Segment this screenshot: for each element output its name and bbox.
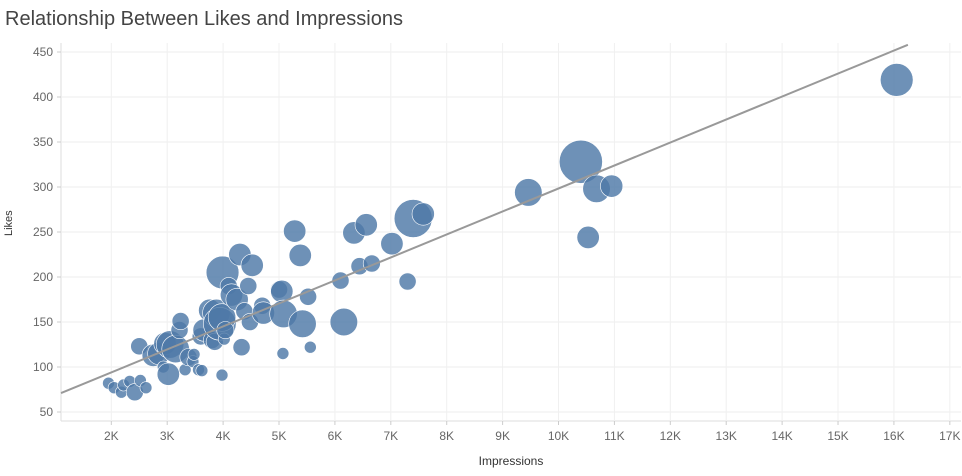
y-tick-label: 400 [33, 90, 53, 104]
x-tick-label: 9K [495, 429, 510, 443]
data-point [411, 202, 435, 226]
trend-line [60, 43, 909, 395]
trend-line-group [60, 43, 909, 395]
y-tick-label: 50 [40, 405, 54, 419]
data-point [880, 63, 914, 97]
x-tick-label: 12K [660, 429, 681, 443]
y-axis-ticks: 50 100 150 200 250 300 350 400 450 [33, 45, 61, 419]
data-point [380, 232, 404, 256]
x-tick-label: 8K [439, 429, 454, 443]
data-point [171, 312, 190, 331]
y-tick-label: 150 [33, 315, 53, 329]
y-tick-label: 450 [33, 45, 53, 59]
data-points [102, 63, 914, 402]
data-point [558, 139, 603, 184]
data-point [240, 253, 264, 277]
x-axis-ticks: 2K 3K 4K 5K 6K 7K 8K 9K 10K 11K 12K 13K 14K 15K 16K 17K [104, 421, 960, 443]
data-point [354, 213, 378, 237]
data-point [398, 272, 417, 291]
data-point [232, 338, 251, 357]
grid-lines [60, 43, 961, 422]
x-tick-label: 17K [939, 429, 960, 443]
y-tick-label: 300 [33, 180, 53, 194]
x-tick-label: 3K [160, 429, 175, 443]
data-point [276, 347, 290, 360]
data-point [139, 381, 153, 395]
x-axis-label: Impressions [478, 454, 544, 468]
data-point [156, 362, 180, 386]
chart-title: Relationship Between Likes and Impressio… [5, 8, 403, 30]
x-tick-label: 14K [771, 429, 792, 443]
x-tick-label: 11K [604, 429, 624, 443]
y-tick-label: 100 [33, 360, 53, 374]
data-point [187, 348, 201, 361]
data-point [239, 277, 258, 295]
y-tick-label: 350 [33, 135, 53, 149]
x-tick-label: 4K [216, 429, 231, 443]
x-tick-label: 10K [548, 429, 569, 443]
data-point [329, 307, 358, 337]
data-point [288, 309, 317, 338]
x-tick-label: 15K [827, 429, 848, 443]
data-point [304, 340, 317, 354]
data-point [195, 364, 209, 377]
data-point [514, 178, 543, 207]
data-point [215, 368, 229, 382]
x-tick-label: 16K [883, 429, 904, 443]
data-point [283, 219, 307, 243]
data-point [600, 174, 624, 198]
data-point [288, 243, 312, 267]
x-tick-label: 6K [328, 429, 343, 443]
x-tick-label: 13K [716, 429, 737, 443]
x-tick-label: 5K [272, 429, 287, 443]
x-tick-label: 7K [383, 429, 398, 443]
x-tick-label: 2K [104, 429, 119, 443]
data-point [576, 225, 600, 249]
y-tick-label: 200 [33, 270, 53, 284]
y-tick-label: 250 [33, 225, 53, 239]
